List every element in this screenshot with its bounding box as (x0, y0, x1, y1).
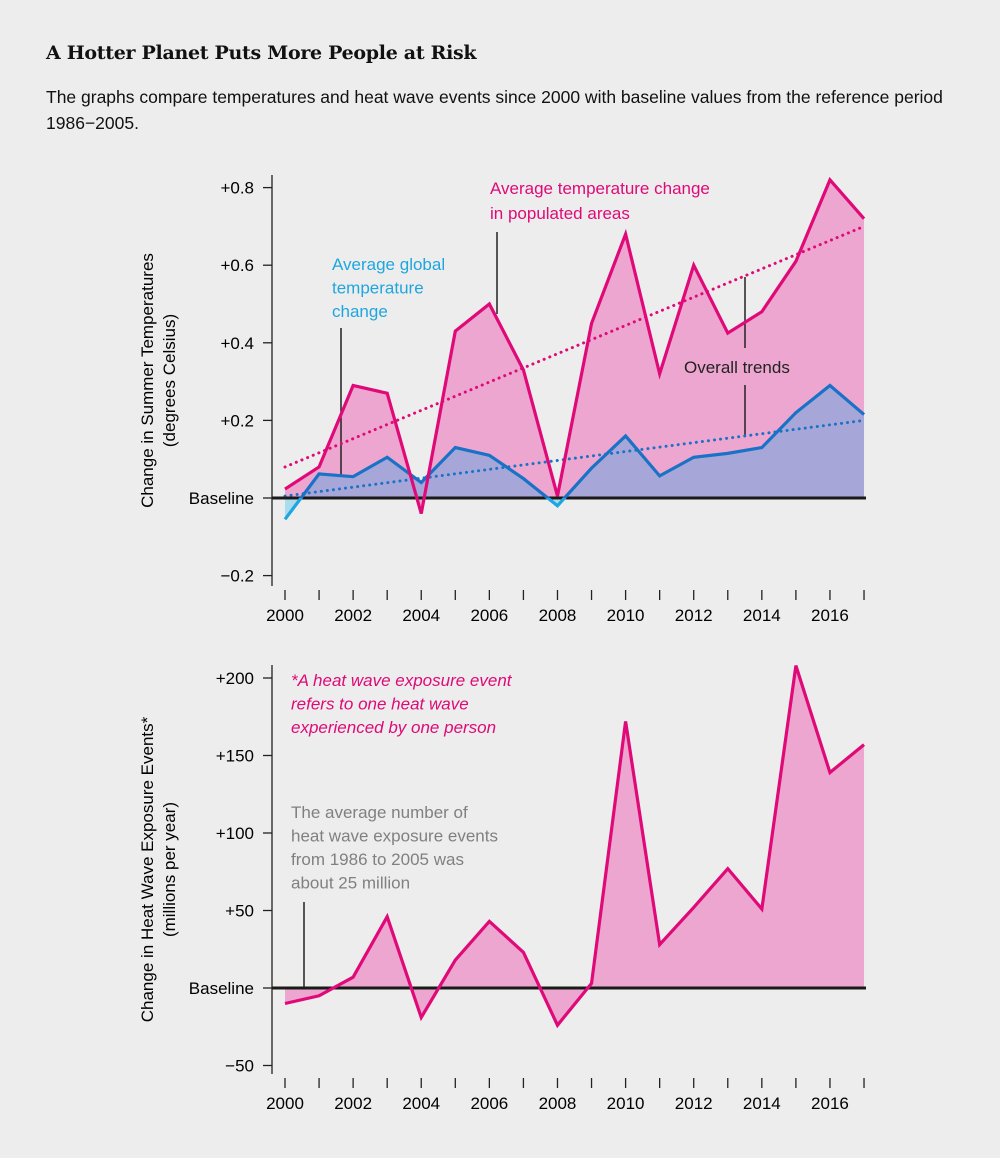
x-tick-label: 2016 (811, 1094, 849, 1113)
x-tick-label: 2010 (607, 606, 645, 625)
exposure-line (284, 665, 866, 1029)
y-tick-label: Baseline (189, 979, 254, 998)
y-axis-title: Change in Heat Wave Exposure Events* (138, 716, 157, 1022)
y-tick-label: +50 (225, 902, 254, 921)
x-tick-label: 2012 (675, 606, 713, 625)
x-tick-label: 2002 (334, 606, 372, 625)
y-axis-title: (degrees Celsius) (160, 314, 179, 447)
y-axis-title: (millions per year) (160, 802, 179, 937)
global-series-label: temperature (332, 279, 424, 298)
x-tick-label: 2002 (334, 1094, 372, 1113)
x-tick-label: 2000 (266, 606, 304, 625)
x-tick-label: 2008 (539, 1094, 577, 1113)
y-tick-label: +0.4 (220, 334, 254, 353)
trend-line-global (283, 418, 866, 498)
global-series-label: change (332, 302, 388, 321)
y-tick-label: Baseline (189, 489, 254, 508)
trends-label: Overall trends (684, 358, 790, 377)
y-tick-label: +0.8 (220, 179, 254, 198)
page-subtitle: The graphs compare temperatures and heat… (46, 87, 943, 133)
page-title: A Hotter Planet Puts More People at Risk (46, 42, 477, 64)
x-tick-label: 2014 (743, 606, 781, 625)
x-tick-label: 2006 (470, 1094, 508, 1113)
y-tick-label: +0.6 (220, 256, 254, 275)
y-tick-label: +150 (216, 747, 254, 766)
average-note-text: from 1986 to 2005 was (291, 850, 464, 869)
footnote-text: experienced by one person (291, 718, 496, 737)
y-tick-label: −50 (225, 1057, 254, 1076)
populated-line (284, 176, 866, 514)
average-note-text: heat wave exposure events (291, 827, 498, 846)
x-tick-label: 2012 (675, 1094, 713, 1113)
y-tick-label: −0.2 (220, 567, 254, 586)
x-tick-label: 2006 (470, 606, 508, 625)
x-tick-label: 2004 (402, 1094, 440, 1113)
global-line (299, 383, 866, 498)
average-note-text: The average number of (291, 803, 468, 822)
x-tick-label: 2000 (266, 1094, 304, 1113)
footnote-text: refers to one heat wave (291, 695, 469, 714)
y-axis-title: Change in Summer Temperatures (138, 253, 157, 508)
average-note-text: about 25 million (291, 874, 410, 893)
y-tick-label: +100 (216, 824, 254, 843)
x-tick-label: 2010 (607, 1094, 645, 1113)
x-tick-label: 2008 (539, 606, 577, 625)
populated-series-label: in populated areas (490, 204, 630, 223)
exposure-area (285, 665, 865, 1026)
x-tick-label: 2016 (811, 606, 849, 625)
x-tick-label: 2004 (402, 606, 440, 625)
y-tick-label: +0.2 (220, 411, 254, 430)
footnote-text: *A heat wave exposure event (291, 671, 513, 690)
global-area-positive (285, 385, 865, 498)
y-tick-label: +200 (216, 669, 254, 688)
trend-line-populated (283, 224, 866, 469)
x-tick-label: 2014 (743, 1094, 781, 1113)
global-series-label: Average global (332, 255, 445, 274)
populated-area (285, 179, 865, 514)
populated-series-label: Average temperature change (490, 179, 710, 198)
